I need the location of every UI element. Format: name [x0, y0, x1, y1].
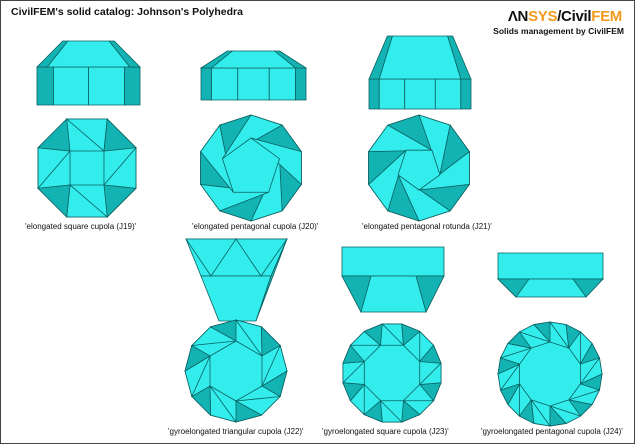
face	[404, 78, 436, 110]
face	[255, 238, 288, 322]
face	[37, 118, 71, 152]
j19-side-view	[36, 40, 141, 106]
page-title: CivilFEM's solid catalog: Johnson's Poly…	[11, 6, 243, 18]
face	[579, 356, 603, 385]
logo-part: SYS	[528, 8, 558, 25]
face	[519, 341, 581, 407]
face	[565, 323, 582, 350]
j19-top-view	[37, 118, 137, 218]
face	[363, 344, 421, 402]
j23-top-view	[342, 323, 442, 423]
face	[567, 399, 593, 417]
face	[397, 149, 441, 191]
logo-subtitle: Solids management by CivilFEM	[493, 26, 624, 36]
j23-side-view	[341, 246, 445, 314]
face	[378, 35, 462, 80]
face	[363, 323, 383, 347]
caption-j23: 'gyroelongated square cupola (J23)'	[322, 427, 449, 436]
j24-side-view	[497, 252, 604, 298]
caption-j21: 'elongated pentagonal rotunda (J21)'	[362, 222, 492, 231]
face	[497, 357, 521, 375]
face	[497, 252, 604, 280]
j20-side-view	[199, 50, 308, 101]
face	[572, 278, 604, 298]
face	[295, 67, 307, 101]
j22-side-view	[185, 238, 288, 322]
face	[200, 67, 212, 101]
face	[36, 66, 54, 106]
face	[200, 275, 272, 322]
face	[261, 325, 281, 357]
face	[497, 278, 530, 298]
caption-j20: 'elongated pentagonal cupola (J20)'	[192, 222, 319, 231]
face	[235, 238, 288, 277]
face	[237, 67, 270, 101]
face	[368, 78, 380, 110]
face	[434, 78, 462, 110]
face	[341, 275, 372, 314]
face	[268, 67, 296, 101]
face	[378, 78, 406, 110]
caption-j24: 'gyroelongated pentagonal cupola (J24)'	[481, 427, 623, 436]
face	[418, 362, 442, 385]
face	[235, 400, 263, 423]
face	[103, 184, 137, 218]
caption-j22: 'gyroelongated triangular cupola (J22)'	[168, 427, 304, 436]
face	[363, 399, 383, 423]
j20-top-view	[199, 114, 303, 222]
j21-side-view	[368, 35, 472, 110]
face	[261, 344, 288, 387]
face	[53, 66, 89, 106]
face	[103, 118, 137, 152]
j21-top-view	[367, 114, 471, 222]
face	[507, 331, 533, 349]
ansys-civilfem-logo: ΛNSYS/CivilFEM	[508, 8, 622, 25]
logo-part: FEM	[591, 8, 622, 25]
face	[46, 40, 131, 68]
face	[185, 238, 237, 277]
logo-part: ΛN	[507, 8, 529, 25]
face	[210, 50, 297, 69]
j24-top-view	[497, 321, 603, 427]
face	[401, 399, 421, 423]
face	[401, 323, 421, 347]
face	[533, 321, 551, 344]
face	[209, 340, 263, 402]
face	[499, 383, 521, 406]
face	[184, 344, 211, 372]
caption-j19: 'elongated square cupola (J19)'	[25, 222, 137, 231]
face	[418, 344, 442, 364]
face	[88, 66, 125, 106]
face	[221, 137, 281, 193]
face	[518, 398, 535, 425]
face	[211, 67, 239, 101]
face	[37, 184, 71, 218]
face	[417, 150, 470, 191]
face	[69, 150, 105, 186]
face	[415, 275, 445, 314]
logo-part: /Civil	[557, 8, 592, 25]
face	[209, 319, 237, 342]
face	[341, 246, 445, 277]
face	[191, 385, 211, 417]
j22-top-view	[184, 319, 288, 423]
face	[342, 344, 366, 364]
face	[342, 382, 366, 402]
face	[579, 342, 601, 365]
face	[549, 404, 567, 427]
face	[460, 78, 472, 110]
face	[124, 66, 141, 106]
face	[103, 146, 137, 189]
